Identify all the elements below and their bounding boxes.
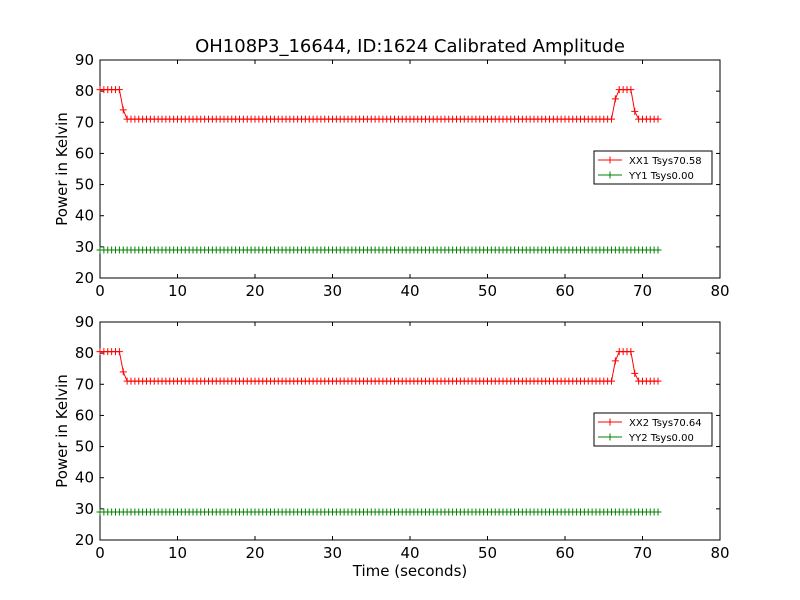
legend: XX2 Tsys70.64 YY2 Tsys0.00 <box>593 412 713 447</box>
y-axis-label: Power in Kelvin <box>53 112 71 226</box>
x-tick-label: 50 <box>478 282 497 300</box>
x-tick-label: 10 <box>168 544 187 562</box>
x-tick-label: 70 <box>633 544 652 562</box>
y-tick-label: 50 <box>75 438 94 456</box>
data-point <box>608 115 615 123</box>
y-tick-label: 40 <box>75 469 94 487</box>
legend-marker <box>606 433 614 441</box>
data-point <box>631 369 639 377</box>
series-2 <box>96 508 662 516</box>
x-tick-label: 30 <box>323 544 342 562</box>
data-point <box>115 86 123 94</box>
legend-item: YY2 Tsys0.00 <box>598 433 694 444</box>
y-tick-label: 50 <box>75 176 94 194</box>
x-axis-label: Time (seconds) <box>352 562 468 580</box>
chart-panel-2: 0 10 20 30 40 50 60 70 80 20 30 40 50 60 70 80 90 Power i… <box>53 313 730 580</box>
x-tick-label: 30 <box>323 282 342 300</box>
y-tick-label: 20 <box>75 269 94 287</box>
x-tick-label: 60 <box>555 282 574 300</box>
x-tick-label: 10 <box>168 282 187 300</box>
x-tick-label: 60 <box>555 544 574 562</box>
data-point <box>654 246 662 254</box>
data-point <box>627 348 635 356</box>
y-tick-label: 70 <box>75 375 94 393</box>
x-tick-label: 80 <box>710 282 729 300</box>
data-point <box>608 377 615 385</box>
data-point <box>611 95 619 103</box>
legend: XX1 Tsys70.58 YY1 Tsys0.00 <box>593 150 713 185</box>
legend-label: YY1 Tsys0.00 <box>628 171 694 182</box>
legend-label: YY2 Tsys0.00 <box>628 433 694 444</box>
y-tick-label: 20 <box>75 531 94 549</box>
x-tick-label: 70 <box>633 282 652 300</box>
data-point <box>654 377 662 385</box>
y-tick-label: 30 <box>75 500 94 518</box>
legend-item: XX1 Tsys70.58 <box>598 156 702 167</box>
x-tick-label: 20 <box>245 544 264 562</box>
series-1 <box>96 348 662 385</box>
legend-marker <box>606 418 614 426</box>
legend-label: XX2 Tsys70.64 <box>629 418 702 429</box>
data-point <box>627 86 635 94</box>
legend-marker <box>606 156 614 164</box>
chart-panels: 0 10 20 30 40 50 60 70 80 20 30 40 50 60 70 80 90 Power i… <box>53 51 730 580</box>
x-tick-label: 80 <box>710 544 729 562</box>
data-point <box>631 107 639 115</box>
x-tick-label: 40 <box>400 544 419 562</box>
data-point <box>654 115 662 123</box>
data-point <box>611 357 619 365</box>
y-tick-label: 90 <box>75 313 94 331</box>
legend-marker <box>606 171 614 179</box>
y-tick-label: 90 <box>75 51 94 69</box>
x-tick-label: 50 <box>478 544 497 562</box>
chart-title: OH108P3_16644, ID:1624 Calibrated Amplit… <box>195 36 625 57</box>
legend-item: YY1 Tsys0.00 <box>598 171 694 182</box>
x-tick-label: 20 <box>245 282 264 300</box>
data-point <box>115 348 123 356</box>
legend-item: XX2 Tsys70.64 <box>598 418 702 429</box>
data-point <box>654 508 662 516</box>
x-tick-label: 40 <box>400 282 419 300</box>
y-tick-label: 60 <box>75 144 94 162</box>
y-tick-label: 30 <box>75 238 94 256</box>
y-tick-label: 80 <box>75 82 94 100</box>
legend-box <box>593 150 713 185</box>
legend-label: XX1 Tsys70.58 <box>629 156 702 167</box>
series-1 <box>96 86 662 123</box>
chart-panel-1: 0 10 20 30 40 50 60 70 80 20 30 40 50 60 70 80 90 Power i… <box>53 51 730 300</box>
x-tick-label: 0 <box>95 282 105 300</box>
x-tick-label: 0 <box>95 544 105 562</box>
y-tick-label: 40 <box>75 207 94 225</box>
data-point <box>119 368 127 376</box>
y-tick-label: 80 <box>75 344 94 362</box>
series-2 <box>96 246 662 254</box>
y-axis-label: Power in Kelvin <box>53 374 71 488</box>
legend-box <box>593 412 713 447</box>
data-point <box>119 106 127 114</box>
y-tick-label: 60 <box>75 406 94 424</box>
y-tick-label: 70 <box>75 113 94 131</box>
